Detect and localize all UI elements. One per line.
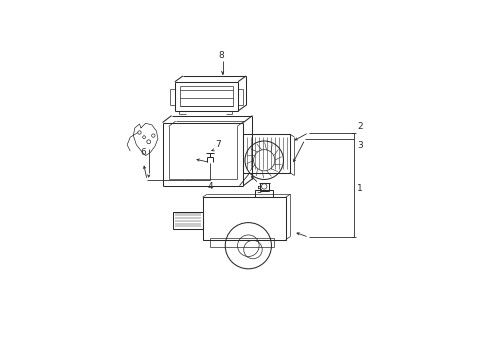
Bar <box>255 190 273 197</box>
Bar <box>244 134 290 172</box>
Text: 1: 1 <box>357 184 363 193</box>
Text: 4: 4 <box>207 182 213 191</box>
Bar <box>203 197 286 239</box>
Text: 2: 2 <box>357 122 363 131</box>
Text: 8: 8 <box>218 51 224 60</box>
Text: 3: 3 <box>357 141 363 150</box>
Text: 7: 7 <box>216 140 221 149</box>
Bar <box>210 238 274 247</box>
Bar <box>173 212 202 229</box>
Text: 6: 6 <box>140 148 146 157</box>
Text: 5: 5 <box>257 186 263 195</box>
